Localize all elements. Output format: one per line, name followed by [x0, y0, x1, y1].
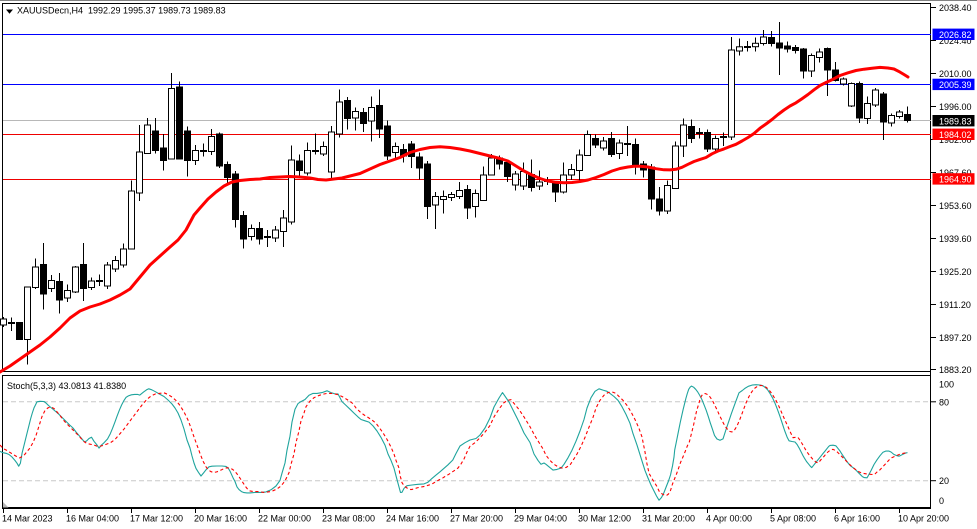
svg-text:4 Apr 00:00: 4 Apr 00:00 [706, 514, 752, 524]
svg-text:1883.20: 1883.20 [939, 365, 972, 375]
svg-text:1897.20: 1897.20 [939, 333, 972, 343]
svg-text:1911.20: 1911.20 [939, 300, 971, 310]
svg-text:2026.82: 2026.82 [939, 30, 972, 40]
svg-text:20 Mar 16:00: 20 Mar 16:00 [194, 514, 247, 524]
svg-text:10 Apr 20:00: 10 Apr 20:00 [898, 514, 949, 524]
svg-text:1996.00: 1996.00 [939, 102, 972, 112]
svg-text:30 Mar 12:00: 30 Mar 12:00 [578, 514, 631, 524]
svg-text:1967.60: 1967.60 [939, 168, 972, 178]
svg-text:1953.60: 1953.60 [939, 201, 972, 211]
svg-text:1939.60: 1939.60 [939, 234, 972, 244]
svg-text:31 Mar 20:00: 31 Mar 20:00 [642, 514, 695, 524]
svg-text:2038.40: 2038.40 [939, 3, 972, 13]
svg-text:1925.20: 1925.20 [939, 267, 972, 277]
svg-text:23 Mar 08:00: 23 Mar 08:00 [322, 514, 375, 524]
svg-text:27 Mar 20:00: 27 Mar 20:00 [450, 514, 503, 524]
svg-text:1989.83: 1989.83 [939, 116, 972, 126]
svg-text:17 Mar 12:00: 17 Mar 12:00 [130, 514, 183, 524]
svg-text:24 Mar 16:00: 24 Mar 16:00 [386, 514, 439, 524]
svg-text:6 Apr 16:00: 6 Apr 16:00 [834, 514, 880, 524]
svg-text:5 Apr 08:00: 5 Apr 08:00 [770, 514, 816, 524]
svg-text:2010.00: 2010.00 [939, 69, 972, 79]
svg-text:16 Mar 04:00: 16 Mar 04:00 [66, 514, 119, 524]
svg-text:0: 0 [939, 496, 944, 506]
svg-text:1984.02: 1984.02 [939, 130, 972, 140]
svg-text:80: 80 [939, 397, 949, 407]
svg-text:14 Mar 2023: 14 Mar 2023 [2, 514, 53, 524]
svg-text:Stoch(5,3,3) 43.0813 41.8380: Stoch(5,3,3) 43.0813 41.8380 [7, 381, 126, 391]
svg-text:20: 20 [939, 476, 949, 486]
svg-text:1964.90: 1964.90 [939, 175, 972, 185]
svg-text:XAUUSDecn,H4 1992.29 1995.37: XAUUSDecn,H4 1992.29 1995.37 1989.73 198… [17, 6, 226, 16]
svg-text:2024.40: 2024.40 [939, 36, 972, 46]
svg-text:2005.39: 2005.39 [939, 80, 972, 90]
svg-text:100: 100 [939, 380, 954, 390]
svg-text:22 Mar 00:00: 22 Mar 00:00 [258, 514, 311, 524]
svg-text:29 Mar 04:00: 29 Mar 04:00 [514, 514, 567, 524]
